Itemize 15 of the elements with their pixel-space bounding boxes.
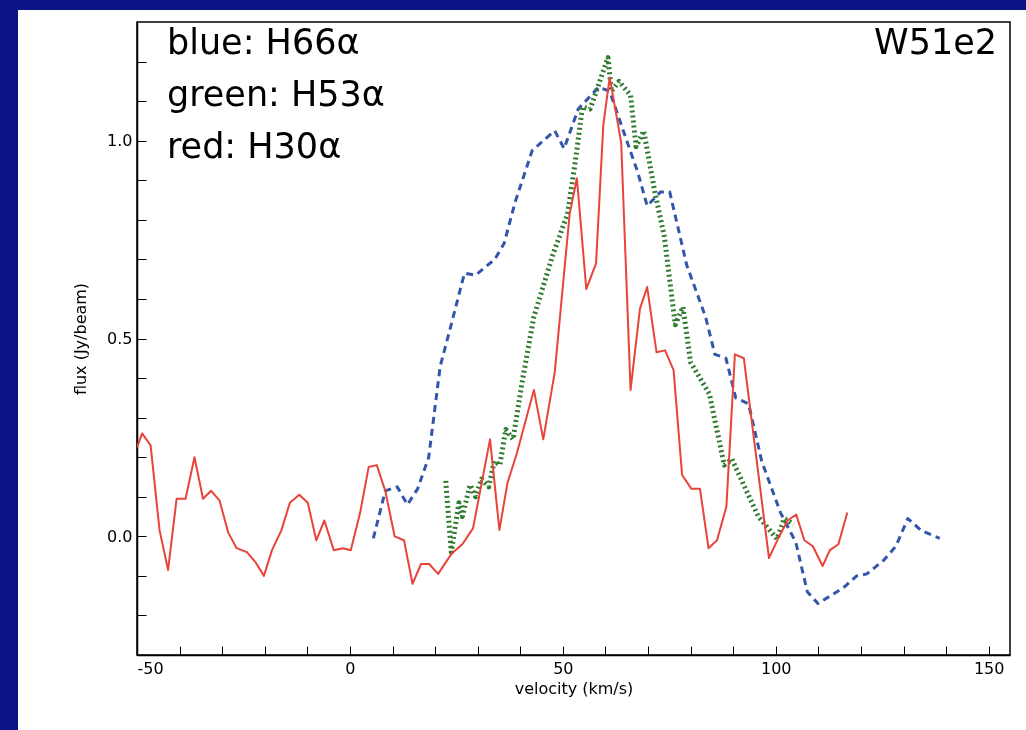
annotation: red: H30α xyxy=(167,126,342,166)
annotation: blue: H66α xyxy=(167,22,360,62)
x-axis-title: velocity (km/s) xyxy=(514,678,634,698)
annotation: W51e2 xyxy=(874,22,997,62)
annotation: green: H53α xyxy=(167,74,385,114)
x-tick-label: 150 xyxy=(973,658,1005,678)
y-axis-title: flux (Jy/beam) xyxy=(71,282,91,396)
y-tick-label: 0.5 xyxy=(107,329,133,348)
x-tick-label: 50 xyxy=(553,658,574,678)
y-tick-label: 1.0 xyxy=(107,131,133,151)
y-tick-label: 0.0 xyxy=(107,526,133,546)
x-tick-label: 0 xyxy=(345,658,356,678)
x-tick-label: 100 xyxy=(761,658,792,678)
line-series xyxy=(137,76,849,585)
x-tick-label: -50 xyxy=(137,658,164,678)
